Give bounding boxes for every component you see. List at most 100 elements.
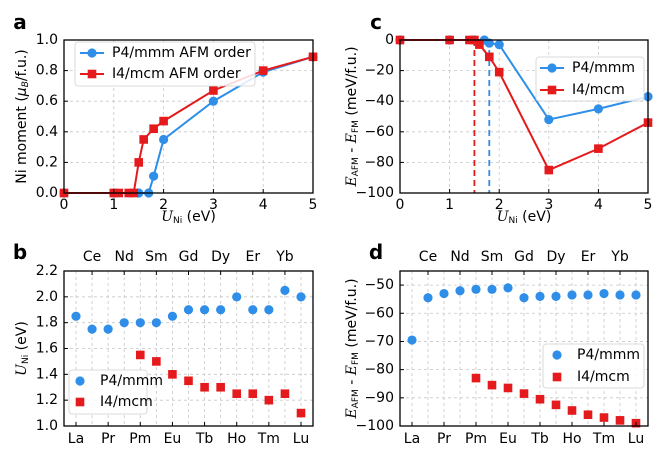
data-point (599, 413, 609, 422)
legend-entry-1-label: P4/mmm AFM order (112, 45, 251, 61)
data-point (151, 318, 161, 328)
data-point (593, 104, 604, 114)
y-tick-label: −50 (364, 277, 394, 293)
x-tick-label-top: Nd (115, 249, 134, 265)
x-tick-label: Pr (437, 431, 451, 447)
legend-entry-2-label: I4/mcm (577, 369, 630, 385)
legend-entry-1-label: P4/mmm (100, 373, 163, 389)
data-point (200, 382, 209, 392)
y-tick-label: −100 (356, 418, 394, 434)
data-point (599, 288, 609, 299)
data-point (216, 305, 226, 315)
y-tick-label: 1.8 (36, 315, 58, 331)
data-point (567, 290, 577, 300)
legend-box (74, 41, 256, 87)
y-tick-label: 0.6 (36, 93, 58, 109)
legend-entry-2-label: I4/mcm AFM order (112, 66, 241, 82)
data-point (583, 410, 593, 420)
data-point (149, 124, 158, 134)
data-point (280, 285, 290, 295)
y-tick-label: 2.2 (36, 263, 58, 279)
data-point (103, 324, 113, 334)
legend-entry-2-marker (87, 69, 97, 79)
x-tick-label-top: Gd (514, 249, 534, 265)
x-tick-label: 4 (594, 197, 603, 213)
data-point (152, 357, 161, 366)
panel-b: La Ce Pr Nd Pm Sm Eu Gd Tb Dy Ho Er Tm Yb Lu 1.0 1.2 1.4 1… (13, 240, 314, 447)
data-point (248, 389, 258, 399)
plot-frame (399, 39, 649, 194)
data-point (519, 389, 529, 398)
data-point (296, 292, 306, 302)
x-tick-label: Eu (499, 431, 517, 447)
data-point (484, 38, 494, 48)
data-point (439, 288, 449, 299)
data-point (503, 383, 513, 393)
data-point (135, 318, 145, 328)
data-point (134, 158, 143, 167)
y-tick-label: −60 (364, 305, 394, 321)
data-point (159, 116, 168, 126)
x-tick-label-top: Yb (610, 249, 629, 265)
legend-entry-1-marker (87, 48, 97, 58)
x-tick-label-top: Er (245, 249, 260, 265)
data-point (535, 394, 545, 404)
data-point (567, 406, 577, 415)
data-point (168, 370, 177, 379)
data-point (71, 311, 81, 321)
legend-entry-1-label: P4/mmm (577, 347, 640, 363)
x-tick-label: 1 (109, 197, 118, 213)
data-point (544, 165, 554, 175)
data-point (167, 311, 178, 321)
legend-entry-2-label: I4/mcm (100, 394, 153, 410)
x-tick-label: La (68, 431, 84, 447)
legend-entry-1-marker (552, 350, 562, 360)
data-point (209, 86, 218, 95)
x-tick-label: 0 (396, 197, 405, 213)
data-point (503, 283, 513, 293)
y-tick-label: 0 (385, 32, 394, 48)
data-point (407, 335, 417, 345)
y-tick-label: 1.6 (36, 341, 58, 357)
data-point (183, 305, 194, 315)
y-tick-label: −80 (364, 154, 394, 170)
data-point (475, 40, 484, 49)
y-tick-label: 0.2 (36, 154, 58, 170)
data-point (423, 293, 433, 303)
data-point (487, 380, 497, 390)
y-tick-label: 1.2 (36, 392, 58, 408)
x-tick-label: 2 (159, 197, 168, 213)
data-point (519, 293, 529, 303)
y-tick-label: 2.0 (36, 289, 58, 305)
y-axis-label: EAFM - EFM (meV/f.u.) (344, 46, 361, 187)
x-tick-label-top: Ce (419, 249, 437, 265)
data-point (551, 291, 561, 301)
data-point (139, 135, 148, 144)
y-tick-label: 0.0 (36, 185, 58, 201)
legend-entry-2-label: I4/mcm (572, 82, 625, 98)
x-tick-label: 2 (495, 197, 504, 213)
x-axis-label: UNi (eV) (497, 209, 552, 226)
data-point (615, 416, 625, 425)
legend-entry-2-marker (75, 397, 85, 407)
data-point (258, 66, 268, 75)
panel-a: 0 1 2 3 4 5 0.0 0.2 0.4 0.6 0.8 1.0 a Ni moment (μB/f… (13, 10, 318, 226)
data-point (551, 400, 561, 410)
x-tick-label: Tb (530, 431, 549, 447)
x-tick-label: Pm (129, 431, 151, 447)
y-tick-label: −70 (364, 333, 394, 349)
panel-d: La Ce Pr Nd Pm Sm Eu Gd Tb Dy Ho Er Tm Yb Lu −50 −60 −70 −… (344, 240, 649, 447)
data-point (594, 144, 603, 153)
data-point (119, 318, 129, 328)
x-tick-label: Pm (465, 431, 487, 447)
x-tick-label: 4 (259, 197, 268, 213)
y-tick-label: 1.4 (36, 366, 58, 382)
data-point (494, 39, 504, 50)
data-point (544, 114, 554, 125)
data-point (159, 134, 169, 145)
data-point (264, 305, 274, 315)
x-tick-label: Tm (257, 431, 280, 447)
data-point (248, 305, 258, 315)
y-tick-label: −60 (364, 124, 394, 140)
x-tick-label: 3 (209, 197, 218, 213)
